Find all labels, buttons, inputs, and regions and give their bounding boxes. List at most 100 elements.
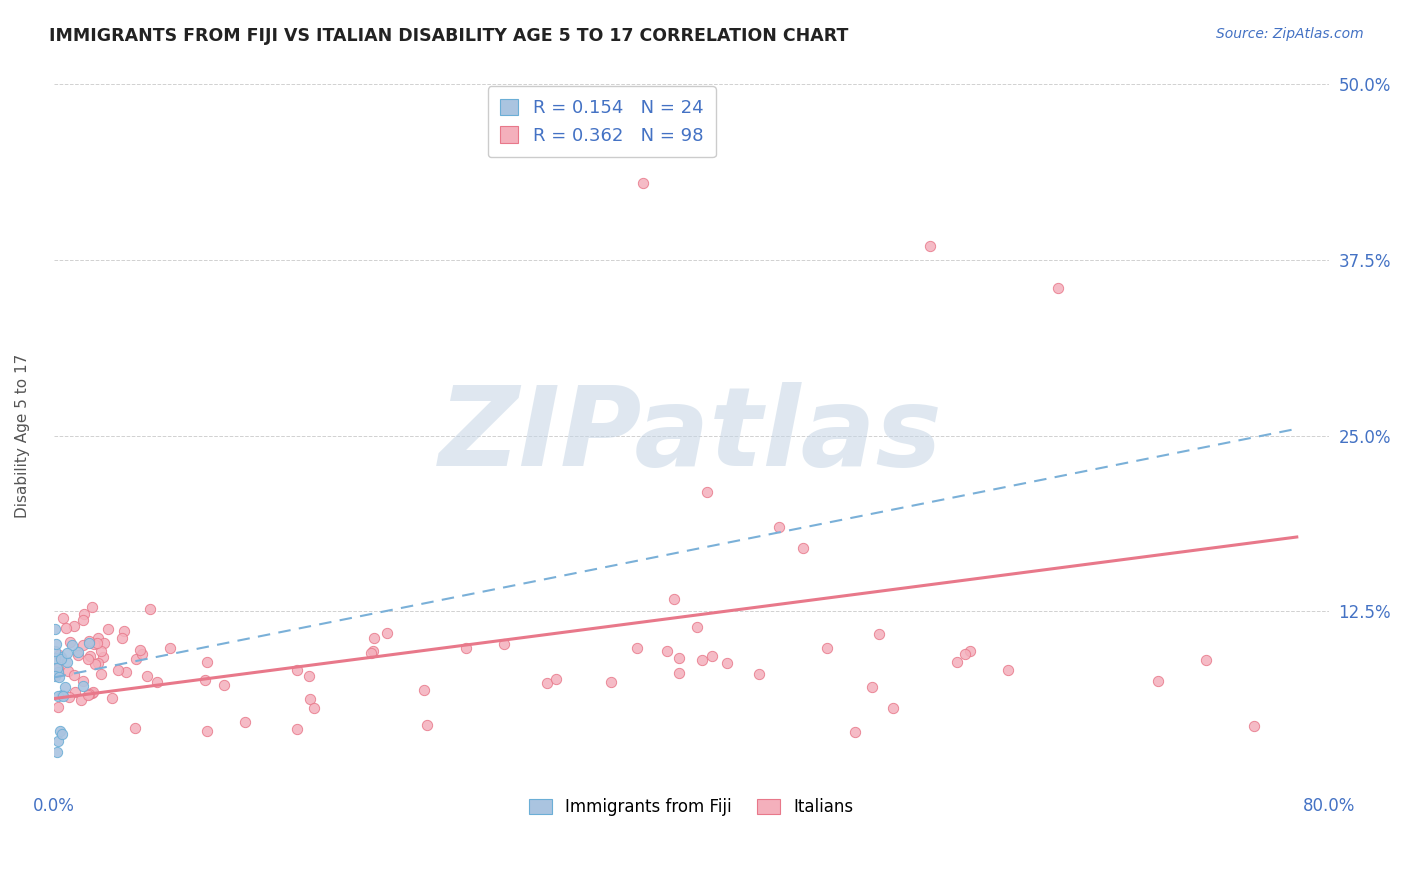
Point bbox=[76, 688, 98, 702]
Point bbox=[686, 620, 709, 634]
Point bbox=[101, 690, 124, 705]
Point bbox=[58, 690, 80, 705]
Point bbox=[46, 665, 69, 679]
Point bbox=[1046, 281, 1069, 295]
Point bbox=[97, 623, 120, 637]
Point bbox=[51, 688, 73, 702]
Point bbox=[692, 653, 714, 667]
Point bbox=[86, 636, 108, 650]
Point bbox=[52, 689, 75, 703]
Point bbox=[953, 647, 976, 661]
Point bbox=[1243, 718, 1265, 732]
Point bbox=[195, 655, 218, 669]
Point bbox=[959, 644, 981, 658]
Point bbox=[79, 636, 101, 650]
Point bbox=[48, 670, 70, 684]
Point bbox=[285, 723, 308, 737]
Point bbox=[633, 176, 655, 190]
Point bbox=[46, 689, 69, 703]
Point bbox=[60, 638, 83, 652]
Point bbox=[844, 725, 866, 739]
Point bbox=[90, 644, 112, 658]
Point bbox=[67, 645, 90, 659]
Point bbox=[146, 675, 169, 690]
Point bbox=[49, 652, 72, 666]
Point bbox=[44, 668, 66, 682]
Point bbox=[77, 634, 100, 648]
Point bbox=[91, 649, 114, 664]
Point bbox=[73, 607, 96, 621]
Point bbox=[44, 622, 66, 636]
Point bbox=[298, 691, 321, 706]
Point bbox=[492, 636, 515, 650]
Point bbox=[111, 632, 134, 646]
Point bbox=[1147, 674, 1170, 689]
Point bbox=[53, 680, 76, 694]
Point bbox=[212, 678, 235, 692]
Point bbox=[946, 655, 969, 669]
Point bbox=[997, 663, 1019, 677]
Point bbox=[298, 669, 321, 683]
Point bbox=[360, 646, 382, 660]
Point bbox=[55, 621, 77, 635]
Point bbox=[815, 640, 838, 655]
Point bbox=[363, 632, 385, 646]
Point bbox=[136, 669, 159, 683]
Point bbox=[860, 680, 883, 694]
Point bbox=[48, 648, 70, 662]
Point bbox=[45, 637, 67, 651]
Point bbox=[44, 669, 66, 683]
Point bbox=[128, 643, 150, 657]
Legend: Immigrants from Fiji, Italians: Immigrants from Fiji, Italians bbox=[520, 789, 862, 824]
Point bbox=[66, 648, 89, 662]
Point bbox=[87, 657, 110, 671]
Text: ZIPatlas: ZIPatlas bbox=[439, 383, 943, 490]
Point bbox=[768, 520, 790, 534]
Point bbox=[716, 657, 738, 671]
Point bbox=[49, 650, 72, 665]
Point bbox=[44, 651, 66, 665]
Point bbox=[45, 745, 67, 759]
Y-axis label: Disability Age 5 to 17: Disability Age 5 to 17 bbox=[15, 354, 30, 518]
Point bbox=[58, 664, 80, 678]
Point bbox=[70, 692, 93, 706]
Point bbox=[87, 631, 110, 645]
Point bbox=[72, 638, 94, 652]
Text: IMMIGRANTS FROM FIJI VS ITALIAN DISABILITY AGE 5 TO 17 CORRELATION CHART: IMMIGRANTS FROM FIJI VS ITALIAN DISABILI… bbox=[49, 27, 849, 45]
Point bbox=[655, 644, 678, 658]
Point bbox=[72, 613, 94, 627]
Point bbox=[668, 650, 690, 665]
Point bbox=[139, 601, 162, 615]
Point bbox=[90, 666, 112, 681]
Point bbox=[80, 599, 103, 614]
Point bbox=[412, 683, 434, 698]
Point bbox=[84, 657, 107, 671]
Point bbox=[454, 640, 477, 655]
Point bbox=[748, 667, 770, 681]
Point bbox=[83, 637, 105, 651]
Point bbox=[124, 721, 146, 735]
Point bbox=[124, 651, 146, 665]
Point bbox=[792, 541, 814, 556]
Point bbox=[80, 686, 103, 700]
Point bbox=[1195, 653, 1218, 667]
Point bbox=[72, 679, 94, 693]
Point bbox=[65, 685, 87, 699]
Point bbox=[46, 661, 69, 675]
Point bbox=[233, 714, 256, 729]
Point bbox=[361, 643, 384, 657]
Text: Source: ZipAtlas.com: Source: ZipAtlas.com bbox=[1216, 27, 1364, 41]
Point bbox=[668, 666, 690, 681]
Point bbox=[131, 647, 153, 661]
Point bbox=[700, 649, 723, 664]
Point bbox=[416, 718, 439, 732]
Point bbox=[195, 723, 218, 738]
Point bbox=[56, 655, 79, 669]
Point bbox=[56, 646, 79, 660]
Point bbox=[112, 624, 135, 639]
Point bbox=[920, 239, 942, 253]
Point bbox=[115, 665, 138, 679]
Point bbox=[76, 652, 98, 666]
Point bbox=[696, 485, 718, 500]
Point bbox=[52, 610, 75, 624]
